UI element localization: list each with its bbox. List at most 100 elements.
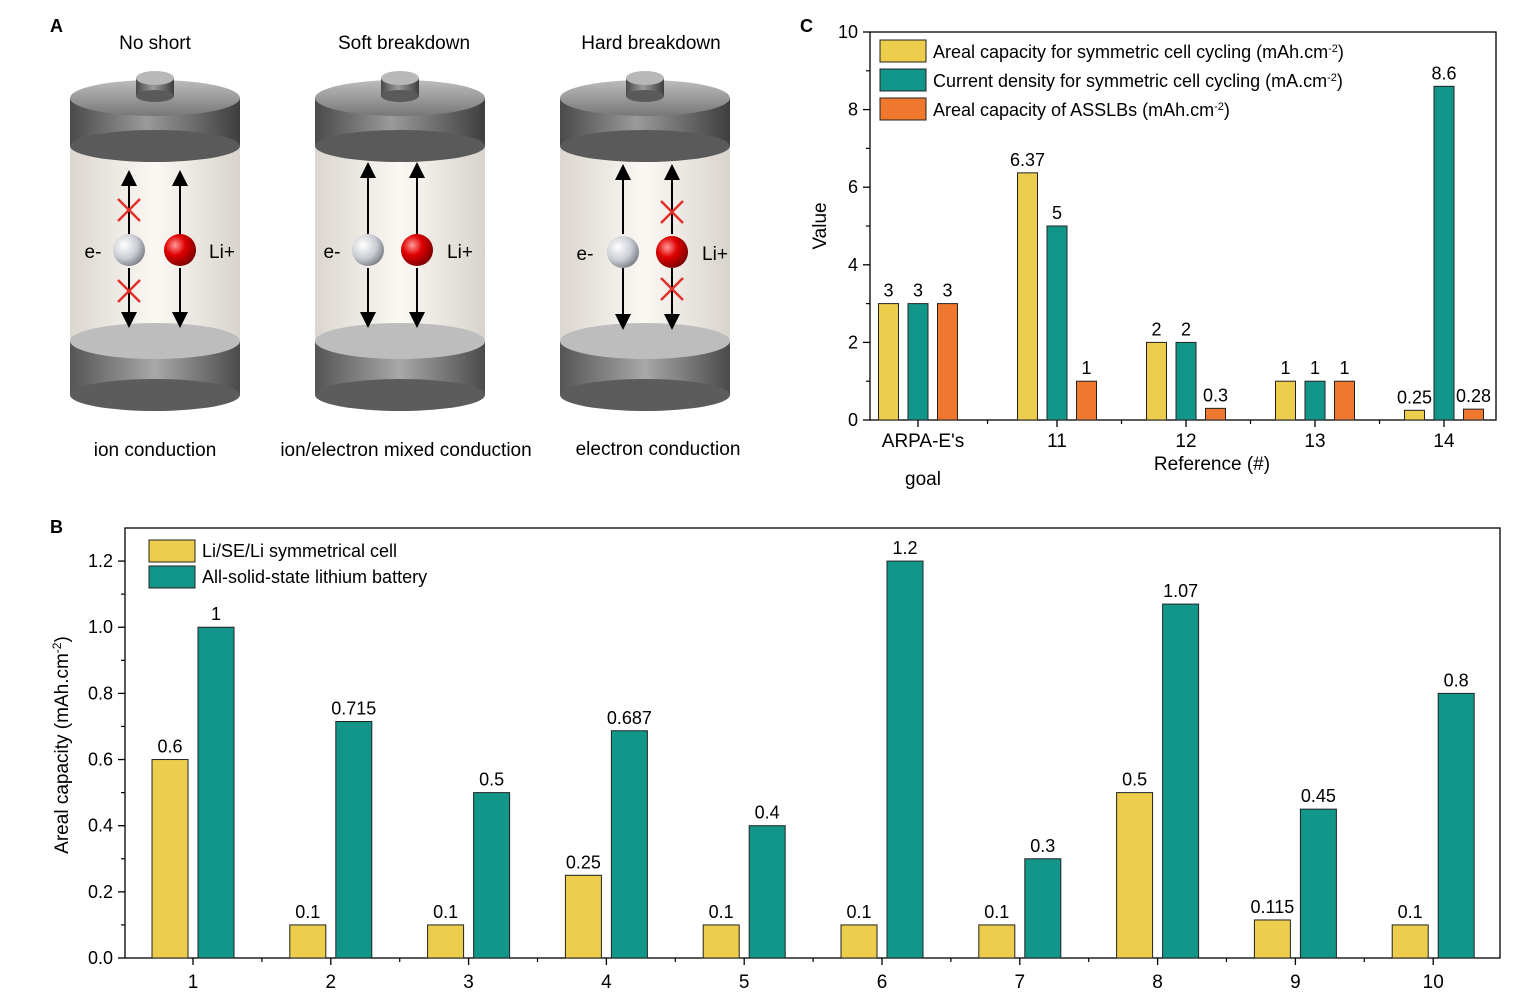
bar-value-label: 0.1: [433, 902, 458, 922]
battery-caption: ion conduction: [94, 440, 217, 461]
x-tick-label: 1: [188, 972, 199, 993]
bar: [289, 924, 327, 959]
x-tick-label: 11: [1047, 431, 1067, 452]
x-axis: ARPA-E's goal 11 12 13 14: [882, 420, 1455, 490]
panel-a: A No short e- Li+ ion: [50, 16, 740, 461]
bar: [978, 924, 1016, 959]
y-tick-label: 2: [848, 332, 858, 352]
x-tick-label: ARPA-E's: [882, 431, 964, 452]
y-tick-label: 0.8: [88, 683, 113, 703]
chart-panel-c: C Value Reference (#) 0 2 4 6 8 10 ARPA-E's go…: [800, 16, 1497, 490]
bar-value-label: 0.1: [846, 902, 871, 922]
battery-title: No short: [119, 33, 192, 54]
chart-panel-b: B Areal capacity (mAh.cm-2) 0.00.20.40.6…: [50, 517, 1501, 993]
bar: [1304, 380, 1326, 421]
x-axis-label: Reference (#): [1154, 454, 1270, 475]
battery-hard-breakdown: Hard breakdown e- Li+ electron conduct: [560, 33, 740, 460]
bar-value-label: 0.25: [566, 852, 601, 872]
legend: Li/SE/Li symmetrical cell All-solid-stat…: [148, 539, 427, 589]
bar-value-label: 0.3: [1203, 385, 1228, 405]
bar-value-label: 0.115: [1251, 897, 1295, 917]
panel-a-label: A: [50, 16, 63, 36]
ion-label: Li+: [209, 242, 235, 263]
electron-block-cross: [117, 198, 141, 303]
bar: [748, 825, 786, 959]
bar-value-label: 0.28: [1456, 386, 1491, 406]
x-tick-label: 5: [739, 972, 750, 993]
bar-value-label: 0.5: [1122, 770, 1147, 790]
battery-cap-rim: [70, 130, 240, 162]
battery-caption: ion/electron mixed conduction: [280, 440, 531, 461]
electron-sphere: [352, 234, 384, 266]
bar-value-label: 1.2: [892, 538, 917, 558]
x-tick-label: 8: [1152, 972, 1163, 993]
legend-label-areal-symmetric: Areal capacity for symmetric cell cyclin…: [933, 42, 1344, 62]
y-tick-label: 0.2: [88, 882, 113, 902]
bar: [151, 759, 189, 959]
bar-value-label: 0.25: [1397, 387, 1432, 407]
bar: [907, 303, 929, 421]
bar: [1299, 808, 1337, 959]
bar: [1024, 858, 1062, 959]
y-tick-label: 8: [848, 100, 858, 120]
ion-block-cross: [660, 200, 684, 301]
bar-value-label: 0.8: [1444, 670, 1469, 690]
bar: [197, 626, 235, 959]
legend-swatch-solid-state-battery: [148, 565, 196, 589]
bar: [1116, 792, 1154, 959]
bar: [1463, 408, 1484, 421]
legend-swatch-areal-asslb: [879, 97, 927, 121]
bar: [1162, 603, 1200, 959]
y-tick-label: 0: [848, 410, 858, 430]
battery-title: Soft breakdown: [338, 33, 470, 54]
bar-value-label: 5: [1052, 203, 1062, 223]
legend-swatch-areal-symmetric: [879, 39, 927, 63]
x-tick-label: 10: [1423, 972, 1444, 993]
bars: [151, 560, 1475, 959]
battery-title: Hard breakdown: [581, 33, 720, 54]
electron-label: e-: [577, 244, 594, 265]
bar-value-label: 6.37: [1010, 150, 1045, 170]
bar: [702, 924, 740, 959]
bar: [1076, 380, 1097, 421]
battery-body: [315, 130, 485, 342]
bar: [564, 874, 602, 959]
y-axis-label: Value: [810, 202, 831, 249]
battery-terminal-top: [136, 71, 174, 85]
x-tick-label: 13: [1304, 431, 1325, 452]
bar: [427, 924, 465, 959]
bar-value-label: 0.3: [1030, 836, 1055, 856]
electron-label: e-: [85, 242, 102, 263]
bar-value-label: 0.1: [1398, 902, 1423, 922]
electron-sphere: [113, 234, 145, 266]
bar-value-label: 8.6: [1431, 63, 1456, 83]
bar-value-label: 0.1: [709, 902, 734, 922]
bar-value-label: 0.45: [1301, 786, 1336, 806]
bar-value-label: 1: [1310, 358, 1320, 378]
x-axis: 1 2 3 4 5 6 7 8 9 10: [188, 958, 1444, 993]
bar-value-label: 1: [1280, 358, 1290, 378]
bars: [878, 85, 1484, 421]
bar: [840, 924, 878, 959]
bar: [1253, 919, 1291, 959]
ion-label: Li+: [702, 244, 728, 265]
bar-value-label: 1.07: [1163, 581, 1198, 601]
x-tick-label: 12: [1175, 431, 1196, 452]
electron-label: e-: [324, 242, 341, 263]
bar-value-label: 0.1: [295, 902, 320, 922]
lithium-ion-sphere: [164, 234, 196, 266]
legend-swatch-symmetrical-cell: [148, 539, 196, 563]
bar-value-label: 0.5: [479, 770, 504, 790]
bar: [1205, 407, 1226, 421]
y-tick-label: 0.6: [88, 750, 113, 770]
y-tick-label: 1.2: [88, 551, 113, 571]
y-axis-label: Areal capacity (mAh.cm-2): [50, 636, 73, 854]
lithium-ion-sphere: [401, 234, 433, 266]
bar: [1175, 341, 1197, 421]
bar-value-label: 1: [211, 604, 221, 624]
y-tick-label: 0.4: [88, 816, 113, 836]
battery-body: [70, 130, 240, 342]
bar: [1433, 85, 1455, 421]
x-tick-label: 6: [877, 972, 888, 993]
